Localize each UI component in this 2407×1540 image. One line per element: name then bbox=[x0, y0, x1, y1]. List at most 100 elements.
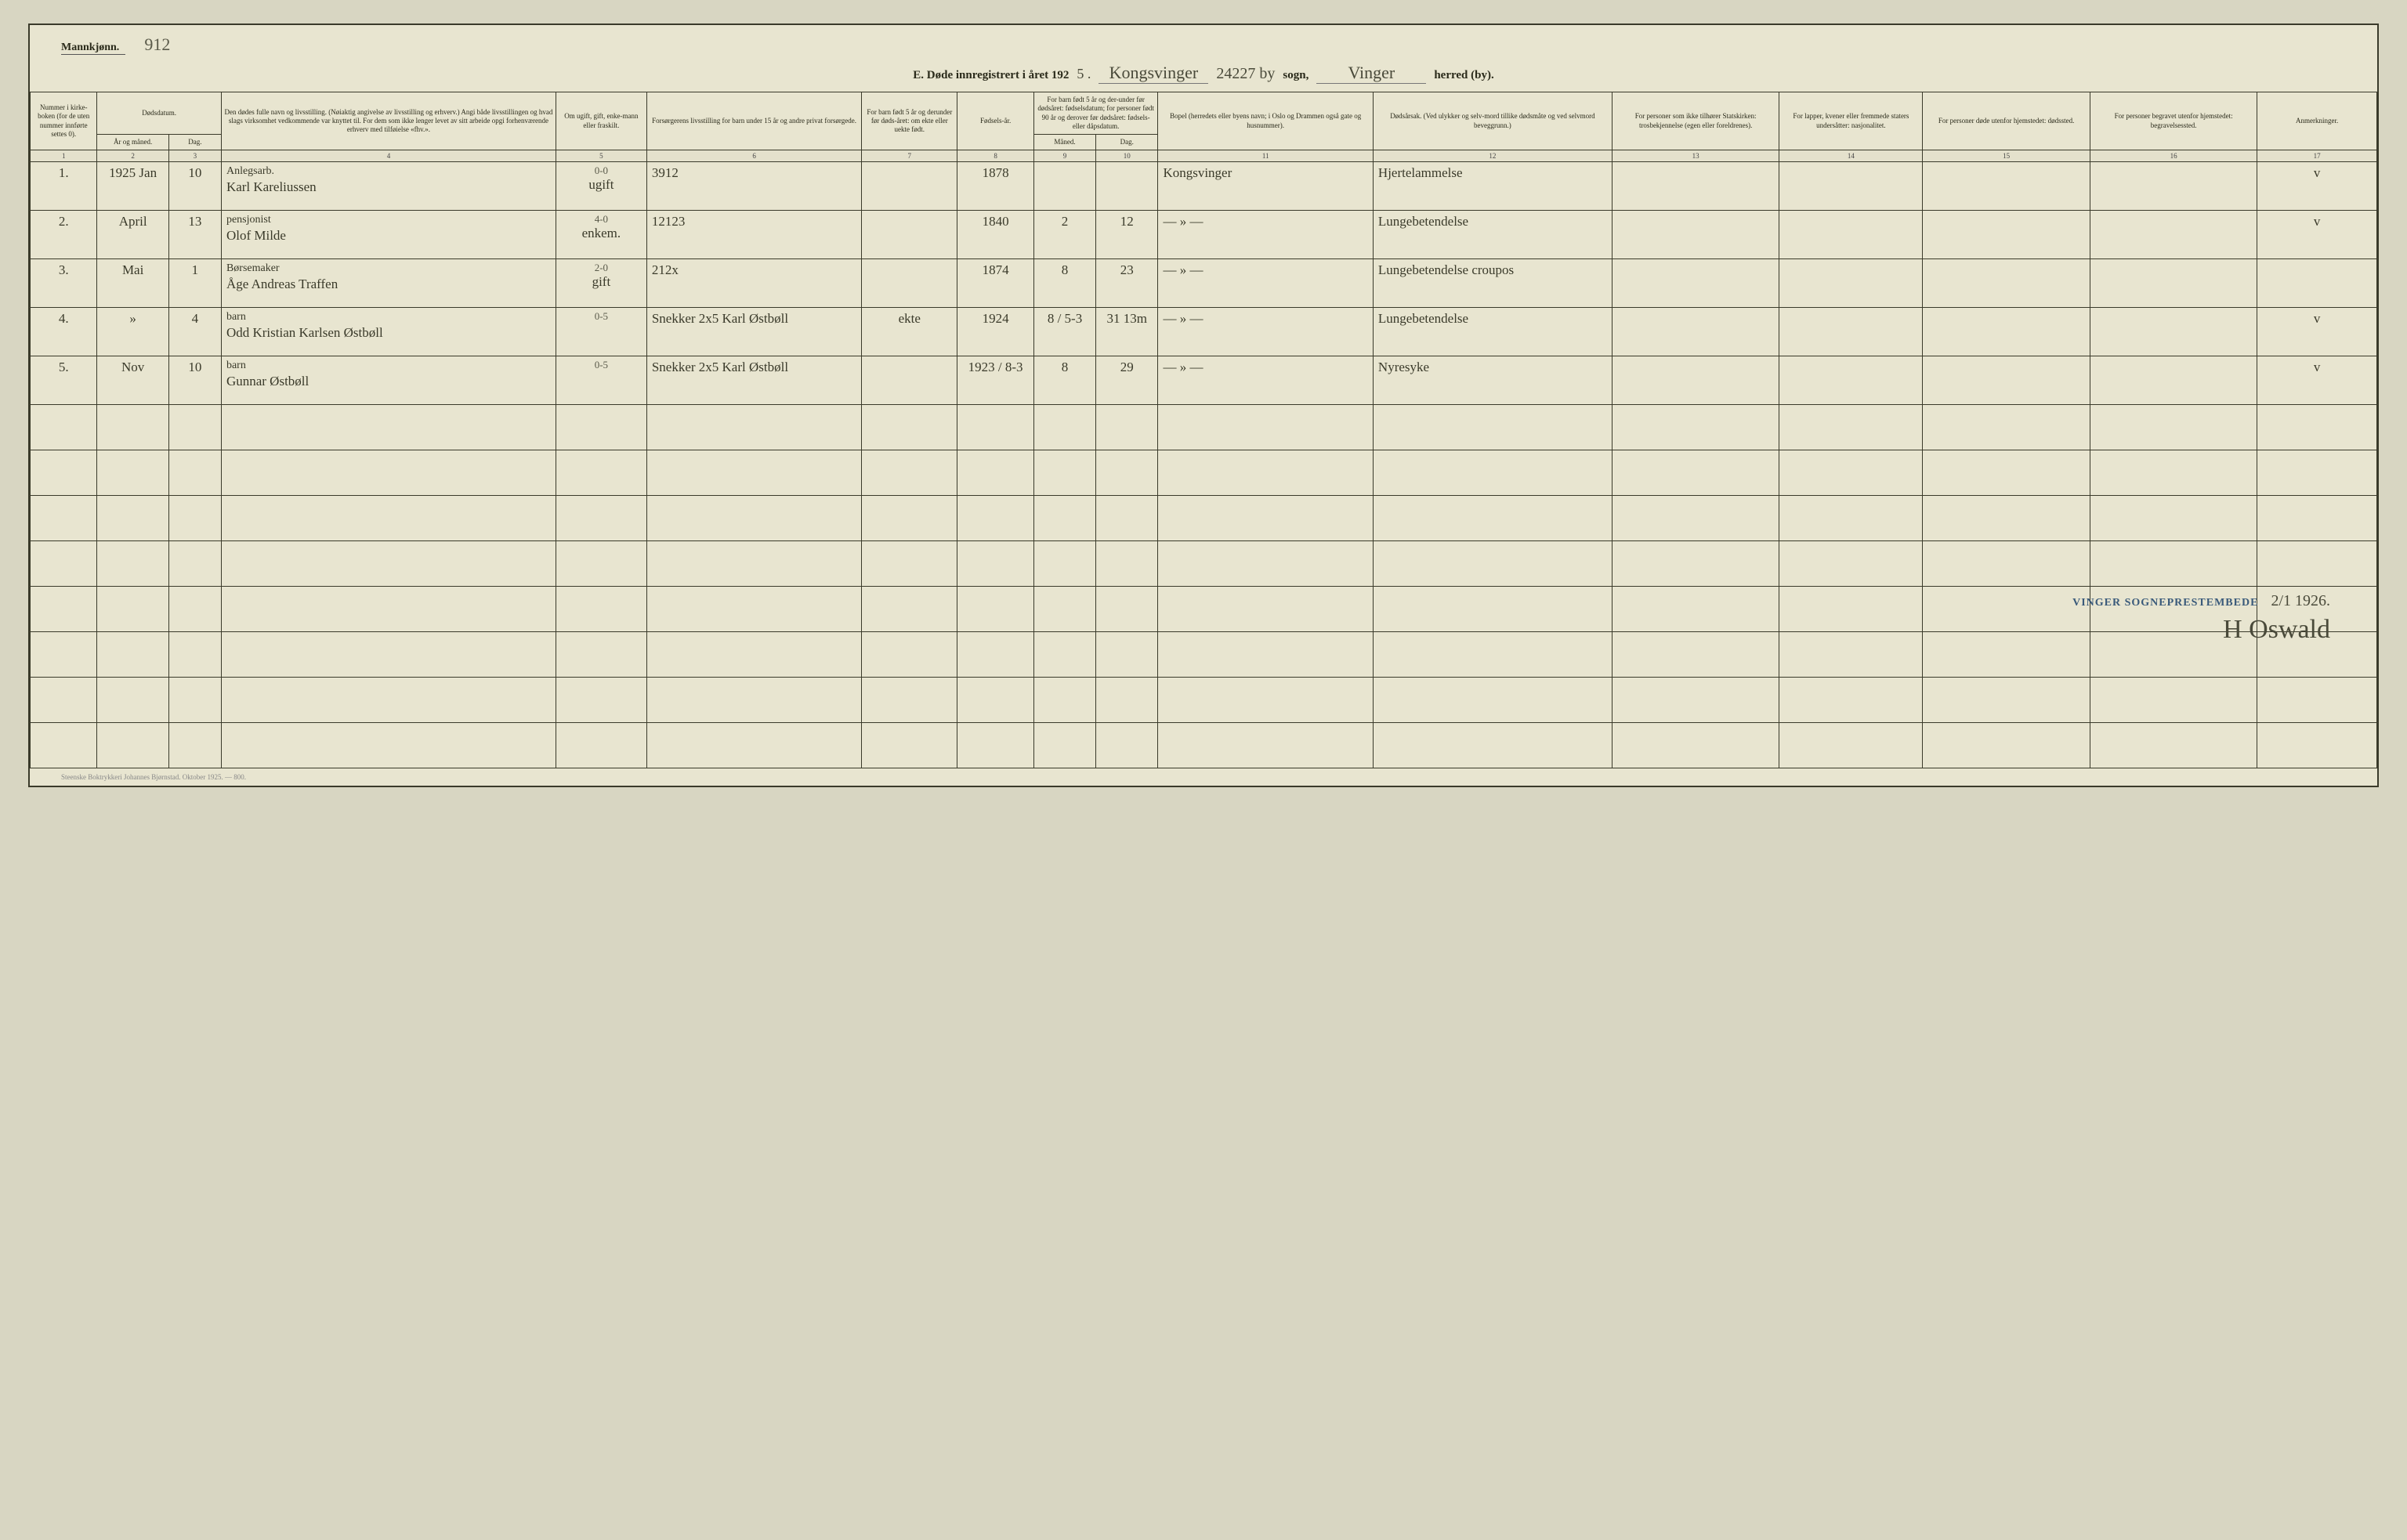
cell: Snekker 2x5 Karl Østbøll bbox=[646, 356, 861, 405]
col-header: Forsørgerens livsstilling for barn under… bbox=[646, 92, 861, 150]
cell bbox=[862, 632, 957, 678]
cell: 23 bbox=[1096, 259, 1158, 308]
cell: ekte bbox=[862, 308, 957, 356]
cell bbox=[1779, 356, 1923, 405]
cell bbox=[168, 632, 221, 678]
cell bbox=[1612, 405, 1779, 450]
signature-area: VINGER SOGNEPRESTEMBEDE 2/1 1926. H Oswa… bbox=[2072, 592, 2330, 645]
cell bbox=[1779, 632, 1923, 678]
cell bbox=[556, 496, 646, 541]
cell bbox=[1373, 450, 1612, 496]
column-number: 4 bbox=[221, 150, 556, 162]
cell bbox=[556, 723, 646, 768]
cell: Snekker 2x5 Karl Østbøll bbox=[646, 308, 861, 356]
district-name: Vinger bbox=[1316, 63, 1426, 84]
cell: 1925 Jan bbox=[97, 162, 168, 211]
cell bbox=[2257, 259, 2377, 308]
cell: 8 / 5-3 bbox=[1033, 308, 1095, 356]
cell bbox=[221, 496, 556, 541]
sogn-label: sogn, bbox=[1283, 69, 1308, 82]
table-row: 3.Mai1BørsemakerÅge Andreas Traffen2-0gi… bbox=[31, 259, 2377, 308]
cell bbox=[862, 496, 957, 541]
cell bbox=[556, 587, 646, 632]
col-subheader: Dag. bbox=[168, 135, 221, 150]
cell bbox=[1158, 723, 1373, 768]
cell bbox=[1158, 678, 1373, 723]
cell bbox=[556, 450, 646, 496]
cell bbox=[221, 632, 556, 678]
cell bbox=[556, 632, 646, 678]
cell: v bbox=[2257, 211, 2377, 259]
cell bbox=[1612, 308, 1779, 356]
cell: v bbox=[2257, 356, 2377, 405]
col-header: For barn født 5 år og der-under før døds… bbox=[1033, 92, 1158, 135]
cell bbox=[1779, 308, 1923, 356]
cell bbox=[1033, 162, 1095, 211]
table-row bbox=[31, 632, 2377, 678]
table-row: 4.»4barnOdd Kristian Karlsen Østbøll0-5S… bbox=[31, 308, 2377, 356]
cell bbox=[97, 723, 168, 768]
column-number: 6 bbox=[646, 150, 861, 162]
cell bbox=[646, 632, 861, 678]
col-subheader: År og måned. bbox=[97, 135, 168, 150]
cell bbox=[1612, 356, 1779, 405]
cell: Kongsvinger bbox=[1158, 162, 1373, 211]
cell: 0-0ugift bbox=[556, 162, 646, 211]
cell: 12123 bbox=[646, 211, 861, 259]
cell bbox=[1923, 405, 2090, 450]
cell: 29 bbox=[1096, 356, 1158, 405]
cell: 0-5 bbox=[556, 308, 646, 356]
printer-imprint: Steenske Boktrykkeri Johannes Bjørnstad.… bbox=[30, 768, 2377, 786]
cell bbox=[2257, 450, 2377, 496]
cell bbox=[1373, 632, 1612, 678]
cell: Lungebetendelse bbox=[1373, 308, 1612, 356]
cell bbox=[957, 632, 1034, 678]
office-stamp: VINGER SOGNEPRESTEMBEDE bbox=[2072, 597, 2258, 609]
column-number: 9 bbox=[1033, 150, 1095, 162]
column-number: 12 bbox=[1373, 150, 1612, 162]
header-row: Mannkjønn. 912 bbox=[30, 25, 2377, 60]
cell: 2. bbox=[31, 211, 97, 259]
cell: 1 bbox=[168, 259, 221, 308]
column-number: 2 bbox=[97, 150, 168, 162]
top-number: 24227 by bbox=[1216, 65, 1275, 83]
cell bbox=[1923, 632, 2090, 678]
cell: Lungebetendelse bbox=[1373, 211, 1612, 259]
cell bbox=[1373, 496, 1612, 541]
table-row bbox=[31, 496, 2377, 541]
cell bbox=[1923, 162, 2090, 211]
ledger-table: Nummer i kirke-boken (for de uten nummer… bbox=[30, 92, 2377, 768]
col-subheader: Dag. bbox=[1096, 135, 1158, 150]
cell: 8 bbox=[1033, 356, 1095, 405]
ledger-page: Mannkjønn. 912 E. Døde innregistrert i å… bbox=[28, 23, 2379, 787]
cell bbox=[31, 723, 97, 768]
cell bbox=[221, 405, 556, 450]
cell bbox=[1612, 496, 1779, 541]
column-number: 16 bbox=[2090, 150, 2257, 162]
title-line: E. Døde innregistrert i året 192 5 . Kon… bbox=[30, 60, 2377, 92]
cell: Nyresyke bbox=[1373, 356, 1612, 405]
cell: 4 bbox=[168, 308, 221, 356]
cell: 5. bbox=[31, 356, 97, 405]
col-header: Nummer i kirke-boken (for de uten nummer… bbox=[31, 92, 97, 150]
cell bbox=[1033, 405, 1095, 450]
cell: 8 bbox=[1033, 259, 1095, 308]
cell bbox=[1158, 632, 1373, 678]
cell bbox=[31, 678, 97, 723]
cell bbox=[1923, 356, 2090, 405]
cell bbox=[556, 405, 646, 450]
title-year-suffix: 5 . bbox=[1077, 66, 1091, 82]
cell bbox=[646, 723, 861, 768]
col-subheader: Måned. bbox=[1033, 135, 1095, 150]
cell bbox=[556, 678, 646, 723]
cell bbox=[1033, 678, 1095, 723]
cell bbox=[1033, 541, 1095, 587]
cell bbox=[1373, 405, 1612, 450]
col-header: For personer som ikke tilhører Statskirk… bbox=[1612, 92, 1779, 150]
cell bbox=[221, 587, 556, 632]
cell bbox=[1096, 541, 1158, 587]
cell: » bbox=[97, 308, 168, 356]
cell bbox=[957, 587, 1034, 632]
cell bbox=[1779, 405, 1923, 450]
cell bbox=[1779, 211, 1923, 259]
